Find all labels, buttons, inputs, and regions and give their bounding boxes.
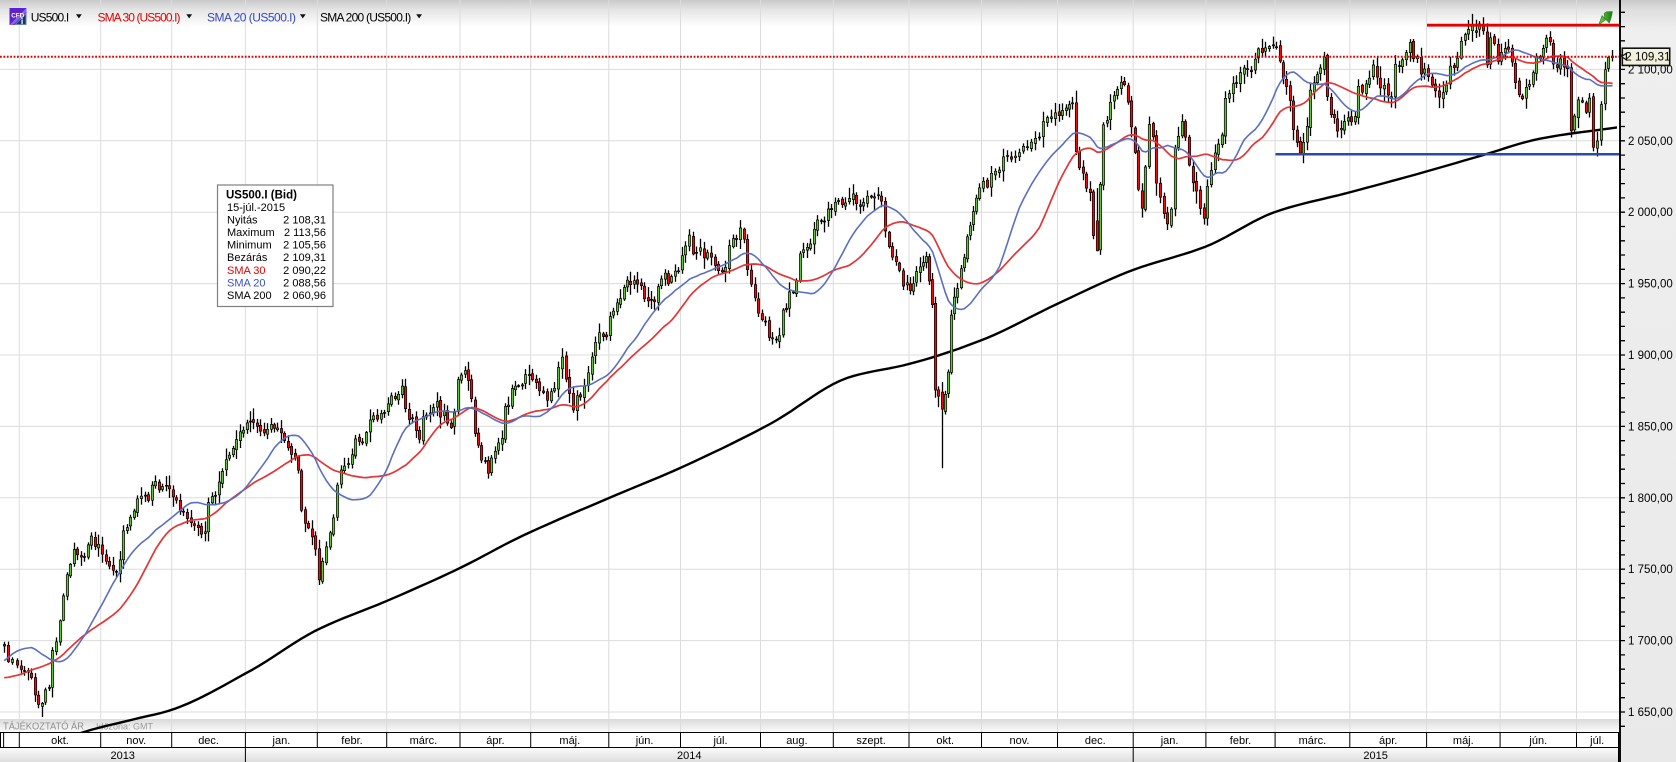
svg-text:2 000,00: 2 000,00 bbox=[1628, 207, 1673, 219]
svg-text:1 950,00: 1 950,00 bbox=[1628, 279, 1673, 291]
svg-text:SMA 20: SMA 20 bbox=[227, 278, 266, 290]
svg-text:CFD: CFD bbox=[11, 13, 24, 20]
svg-text:júl.: júl. bbox=[712, 735, 727, 747]
svg-text:márc.: márc. bbox=[1299, 735, 1327, 747]
svg-text:jún.: jún. bbox=[1528, 735, 1547, 747]
svg-text:i: i bbox=[21, 16, 23, 26]
svg-text:Nyitás: Nyitás bbox=[227, 215, 258, 227]
svg-text:aug.: aug. bbox=[786, 735, 807, 747]
svg-text:nov.: nov. bbox=[126, 735, 146, 747]
svg-text:1 900,00: 1 900,00 bbox=[1628, 350, 1673, 362]
svg-text:2013: 2013 bbox=[110, 750, 134, 762]
svg-text:SMA 30: SMA 30 bbox=[227, 265, 266, 277]
svg-text:2 108,31: 2 108,31 bbox=[283, 215, 326, 227]
svg-text:2 088,56: 2 088,56 bbox=[283, 278, 326, 290]
svg-text:Maximum: Maximum bbox=[227, 227, 275, 239]
svg-text:okt.: okt. bbox=[936, 735, 954, 747]
svg-text:2 060,96: 2 060,96 bbox=[283, 290, 326, 302]
svg-text:ápr.: ápr. bbox=[486, 735, 504, 747]
svg-text:nov.: nov. bbox=[1010, 735, 1030, 747]
svg-text:1 850,00: 1 850,00 bbox=[1628, 421, 1673, 433]
svg-text:2015: 2015 bbox=[1363, 750, 1387, 762]
svg-text:SMA 200: SMA 200 bbox=[227, 290, 272, 302]
svg-text:1 700,00: 1 700,00 bbox=[1628, 636, 1673, 648]
svg-text:1 650,00: 1 650,00 bbox=[1628, 707, 1673, 719]
svg-text:SMA 20 (US500.I): SMA 20 (US500.I) bbox=[207, 10, 296, 24]
svg-text:jún.: jún. bbox=[635, 735, 654, 747]
svg-text:SMA 30 (US500.I): SMA 30 (US500.I) bbox=[98, 10, 181, 24]
svg-text:US500.I (Bid): US500.I (Bid) bbox=[226, 190, 297, 202]
svg-text:dec.: dec. bbox=[198, 735, 219, 747]
svg-text:1 800,00: 1 800,00 bbox=[1628, 493, 1673, 505]
svg-text:2 109,31: 2 109,31 bbox=[283, 252, 326, 264]
svg-text:máj.: máj. bbox=[559, 735, 580, 747]
svg-text:jan.: jan. bbox=[272, 735, 291, 747]
svg-text:US500.I: US500.I bbox=[31, 10, 69, 24]
svg-text:júl.: júl. bbox=[1589, 735, 1604, 747]
svg-text:okt.: okt. bbox=[51, 735, 69, 747]
svg-text:szept.: szept. bbox=[856, 735, 885, 747]
svg-text:2 109,31: 2 109,31 bbox=[1625, 51, 1670, 64]
svg-text:máj.: máj. bbox=[1453, 735, 1474, 747]
svg-text:Bezárás: Bezárás bbox=[227, 252, 268, 264]
svg-text:2 105,56: 2 105,56 bbox=[283, 240, 326, 252]
svg-text:1 750,00: 1 750,00 bbox=[1628, 564, 1673, 576]
svg-text:Minimum: Minimum bbox=[227, 240, 272, 252]
svg-text:2 050,00: 2 050,00 bbox=[1628, 136, 1673, 148]
svg-text:15-júl.-2015: 15-júl.-2015 bbox=[227, 202, 285, 214]
svg-text:2014: 2014 bbox=[677, 750, 701, 762]
svg-text:ápr.: ápr. bbox=[1379, 735, 1397, 747]
svg-text:TÁJÉKOZTATÓ ÁR: TÁJÉKOZTATÓ ÁR bbox=[3, 720, 84, 733]
svg-text:dec.: dec. bbox=[1085, 735, 1106, 747]
svg-text:2 100,00: 2 100,00 bbox=[1628, 64, 1673, 76]
svg-text:Időzóna: GMT: Időzóna: GMT bbox=[96, 722, 153, 733]
svg-text:febr.: febr. bbox=[1230, 735, 1251, 747]
svg-text:2 090,22: 2 090,22 bbox=[283, 265, 326, 277]
svg-text:márc.: márc. bbox=[410, 735, 438, 747]
svg-text:febr.: febr. bbox=[341, 735, 362, 747]
svg-text:jan.: jan. bbox=[1160, 735, 1179, 747]
svg-text:SMA 200 (US500.I): SMA 200 (US500.I) bbox=[320, 10, 411, 24]
svg-text:2 113,56: 2 113,56 bbox=[284, 227, 326, 239]
